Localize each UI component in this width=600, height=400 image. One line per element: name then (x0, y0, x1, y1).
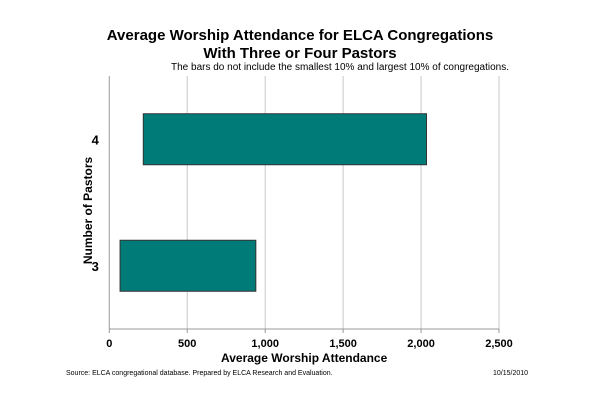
x-axis-label: Average Worship Attendance (221, 351, 388, 365)
x-tick-label: 1,000 (251, 338, 279, 350)
y-tick-label: 3 (92, 259, 99, 274)
x-tick-label: 1,500 (329, 338, 357, 350)
chart-subtitle: The bars do not include the smallest 10%… (171, 62, 509, 73)
range-bar-3 (119, 239, 257, 292)
date-note: 10/15/2010 (493, 370, 529, 377)
y-tick-label: 4 (92, 132, 100, 147)
y-axis-label: Number of Pastors (81, 156, 95, 264)
source-note: Source: ELCA congregational database. Pr… (66, 370, 333, 377)
x-tick-label: 500 (178, 338, 196, 350)
chart-title-line2: With Three or Four Pastors (203, 45, 397, 62)
x-tick-label: 2,500 (485, 338, 513, 350)
x-tick-label: 2,000 (407, 338, 435, 350)
chart-title: Average Worship Attendance for ELCA Cong… (106, 27, 494, 44)
x-tick-label: 0 (106, 338, 112, 350)
range-bar-4 (142, 113, 428, 166)
